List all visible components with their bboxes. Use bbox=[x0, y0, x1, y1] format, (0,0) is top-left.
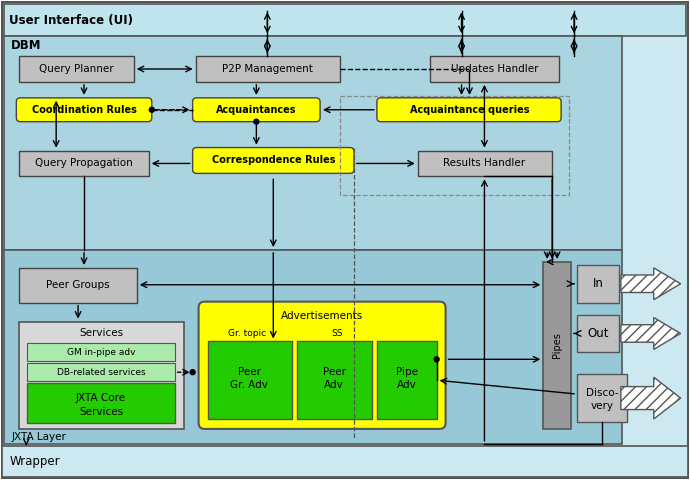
Bar bbox=[2, 446, 688, 477]
Bar bbox=[4, 4, 686, 36]
Bar bbox=[19, 322, 184, 429]
Text: Gr. topic: Gr. topic bbox=[228, 329, 266, 338]
FancyBboxPatch shape bbox=[17, 98, 152, 122]
Text: Wrapper: Wrapper bbox=[10, 455, 60, 468]
Circle shape bbox=[434, 357, 439, 362]
Text: Query Propagation: Query Propagation bbox=[35, 158, 133, 168]
Text: User Interface (UI): User Interface (UI) bbox=[10, 14, 133, 27]
Bar bbox=[28, 383, 175, 423]
Bar bbox=[195, 56, 340, 82]
Text: Advertisements: Advertisements bbox=[281, 311, 363, 321]
Polygon shape bbox=[621, 318, 680, 349]
Polygon shape bbox=[621, 377, 680, 419]
Circle shape bbox=[254, 119, 259, 124]
Text: Correspondence Rules: Correspondence Rules bbox=[212, 156, 335, 166]
Text: JXTA Core: JXTA Core bbox=[76, 393, 126, 403]
Text: Updates Handler: Updates Handler bbox=[451, 64, 538, 74]
Text: Gr. Adv: Gr. Adv bbox=[230, 380, 268, 390]
Bar bbox=[19, 56, 134, 82]
Text: DBM: DBM bbox=[11, 38, 42, 52]
FancyBboxPatch shape bbox=[199, 301, 446, 429]
Bar bbox=[340, 96, 569, 195]
Text: P2P Management: P2P Management bbox=[222, 64, 313, 74]
Text: Out: Out bbox=[587, 327, 609, 340]
Text: DB-related services: DB-related services bbox=[57, 368, 146, 377]
FancyBboxPatch shape bbox=[193, 98, 320, 122]
Text: Adv: Adv bbox=[397, 380, 417, 390]
Bar bbox=[19, 268, 137, 302]
Text: Adv: Adv bbox=[324, 380, 344, 390]
Text: Acquaintances: Acquaintances bbox=[216, 105, 297, 115]
Bar bbox=[430, 56, 559, 82]
Bar bbox=[297, 341, 372, 419]
Text: SS: SS bbox=[331, 329, 343, 338]
Text: Query Planner: Query Planner bbox=[39, 64, 113, 74]
Text: Peer: Peer bbox=[322, 367, 346, 377]
Text: Peer Groups: Peer Groups bbox=[46, 280, 110, 290]
Bar bbox=[4, 36, 622, 250]
Text: Pipes: Pipes bbox=[552, 333, 562, 359]
Bar bbox=[577, 265, 619, 302]
FancyBboxPatch shape bbox=[377, 98, 561, 122]
Bar bbox=[208, 341, 292, 419]
Text: very: very bbox=[591, 401, 613, 411]
Bar bbox=[28, 363, 175, 381]
Bar bbox=[577, 314, 619, 352]
Text: GM in-pipe adv: GM in-pipe adv bbox=[67, 348, 135, 357]
Circle shape bbox=[190, 370, 195, 375]
Bar bbox=[4, 250, 622, 444]
Text: Acquaintance queries: Acquaintance queries bbox=[410, 105, 529, 115]
Bar bbox=[577, 374, 627, 422]
Text: In: In bbox=[593, 277, 604, 290]
FancyBboxPatch shape bbox=[193, 147, 354, 173]
Circle shape bbox=[149, 107, 155, 112]
Text: Services: Services bbox=[79, 407, 123, 417]
Polygon shape bbox=[621, 268, 680, 300]
Text: Results Handler: Results Handler bbox=[444, 158, 526, 168]
Bar bbox=[19, 151, 149, 176]
Bar bbox=[543, 262, 571, 429]
Text: Disco-: Disco- bbox=[586, 388, 618, 398]
Text: Coordination Rules: Coordination Rules bbox=[32, 105, 137, 115]
Bar bbox=[377, 341, 437, 419]
Text: JXTA Layer: JXTA Layer bbox=[11, 432, 66, 442]
Bar bbox=[417, 151, 552, 176]
Text: Peer: Peer bbox=[238, 367, 261, 377]
Text: Services: Services bbox=[79, 328, 123, 338]
Bar bbox=[28, 343, 175, 361]
Text: Pipe: Pipe bbox=[396, 367, 417, 377]
